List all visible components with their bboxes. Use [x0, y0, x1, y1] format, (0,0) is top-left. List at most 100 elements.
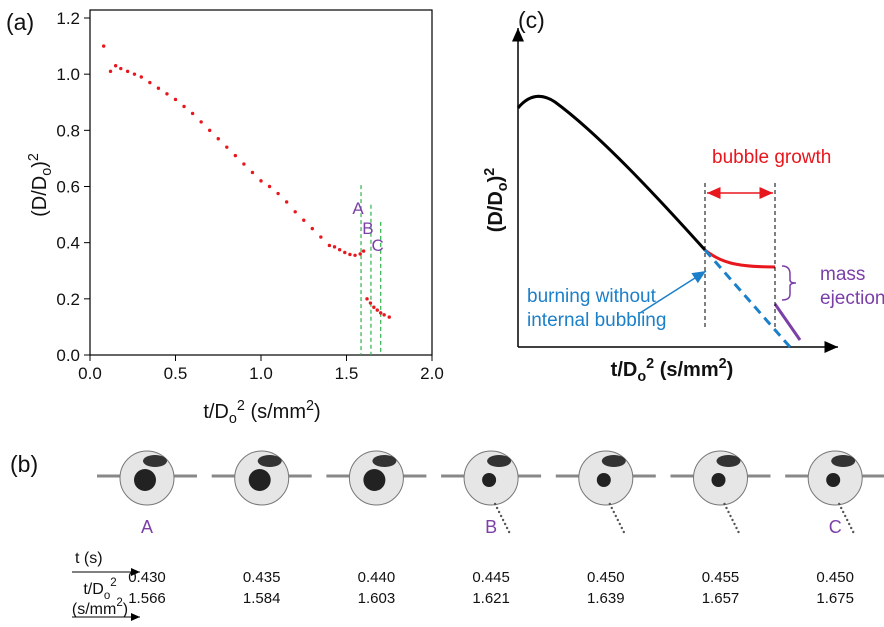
spray — [842, 510, 845, 514]
text-part: o — [104, 590, 110, 602]
point — [343, 250, 347, 255]
text-part: o — [495, 182, 511, 191]
text-part: ) — [314, 401, 321, 423]
y-tick-label: 1.0 — [56, 65, 80, 84]
point — [233, 153, 238, 158]
spray — [495, 506, 499, 510]
x-tick-label: 1.0 — [249, 364, 273, 383]
x-tick-label: 0.5 — [164, 364, 188, 383]
x-axis-label: t/Do2 (s/mm2) — [611, 356, 734, 385]
text-part: (D/D — [29, 176, 51, 217]
spray — [848, 522, 851, 526]
spray — [735, 526, 738, 530]
point — [302, 218, 306, 222]
annotation: internal bubbling — [527, 310, 666, 331]
point — [387, 315, 391, 319]
annotation: C — [372, 236, 384, 255]
annotation: B — [362, 219, 373, 238]
spray — [844, 514, 847, 518]
brace — [781, 265, 797, 301]
row-label: (s/mm2) — [72, 597, 128, 618]
point — [216, 137, 220, 141]
point — [250, 170, 255, 175]
point — [327, 243, 332, 248]
point — [242, 162, 246, 166]
point — [113, 64, 118, 68]
droplet-cap — [487, 455, 512, 467]
point — [375, 308, 379, 312]
row-label: t/Do2 — [83, 577, 116, 602]
spray — [850, 526, 853, 530]
bubble — [826, 473, 841, 487]
spray — [618, 522, 621, 526]
curve — [704, 248, 776, 269]
spray — [497, 510, 501, 514]
row-label: t (s) — [75, 550, 103, 567]
text-part: 2 — [482, 168, 498, 176]
point — [259, 179, 263, 183]
spray — [501, 518, 505, 522]
bubble — [363, 469, 386, 491]
spray — [737, 530, 740, 534]
y-tick-label: 0.6 — [56, 178, 80, 197]
image-marker: A — [141, 517, 153, 537]
text-part: 2 — [306, 398, 314, 414]
pointer-arrow — [639, 270, 707, 314]
table-cell: 0.450 — [587, 569, 625, 586]
droplet-cap — [143, 455, 167, 467]
text-part: o — [39, 168, 55, 176]
spray — [727, 510, 730, 514]
text-part: 2 — [719, 356, 727, 372]
curve — [516, 94, 707, 252]
spray — [725, 506, 728, 510]
text-part: ) — [485, 176, 507, 183]
table-cell: 1.621 — [472, 590, 510, 607]
point — [267, 184, 272, 189]
text-part: 2 — [646, 356, 654, 372]
text-part: 2 — [110, 577, 116, 589]
annotation: ejection — [820, 288, 884, 309]
point — [348, 252, 352, 257]
scatter-chart: 0.0 0.5 1.0 1.5 2.0 0.0 0.2 0.4 0.6 0.8 1.0 1.2 ABC — [56, 9, 443, 383]
spray — [731, 518, 734, 522]
text-part: t/D — [203, 401, 229, 423]
spray — [507, 530, 511, 534]
point — [368, 301, 373, 305]
point — [173, 97, 178, 102]
x-tick-label: 0.0 — [78, 364, 102, 383]
spray — [846, 518, 849, 522]
table-cell: 0.455 — [702, 569, 740, 586]
spray — [622, 530, 625, 534]
text-part: t/D — [611, 359, 638, 381]
droplet-cap — [716, 455, 741, 467]
spray — [729, 514, 732, 518]
curve — [703, 249, 792, 348]
table-cell: 1.657 — [702, 590, 740, 607]
bubble — [248, 469, 271, 491]
point — [199, 120, 203, 124]
spray — [505, 526, 509, 530]
table-cell: 1.584 — [243, 590, 281, 607]
panel-label: (b) — [10, 451, 38, 477]
curve — [773, 303, 802, 341]
point — [208, 128, 212, 133]
point — [132, 72, 137, 76]
point — [156, 86, 161, 90]
point — [379, 311, 383, 315]
text-part: (s/mm — [654, 359, 718, 381]
table-cell: 0.445 — [472, 569, 510, 586]
image-marker: B — [485, 517, 497, 537]
droplet-cap — [601, 455, 626, 467]
point — [293, 210, 297, 214]
table-cell: 0.440 — [358, 569, 396, 586]
text-part: 2 — [116, 597, 122, 609]
spray — [838, 502, 841, 506]
annotation: burning without — [527, 286, 657, 307]
table-cell: 1.566 — [128, 590, 166, 607]
text-part: ) — [29, 161, 51, 168]
table-cell: 1.639 — [587, 590, 625, 607]
point — [365, 297, 369, 301]
text-part: o — [637, 369, 646, 385]
panel-label: (a) — [6, 9, 34, 35]
